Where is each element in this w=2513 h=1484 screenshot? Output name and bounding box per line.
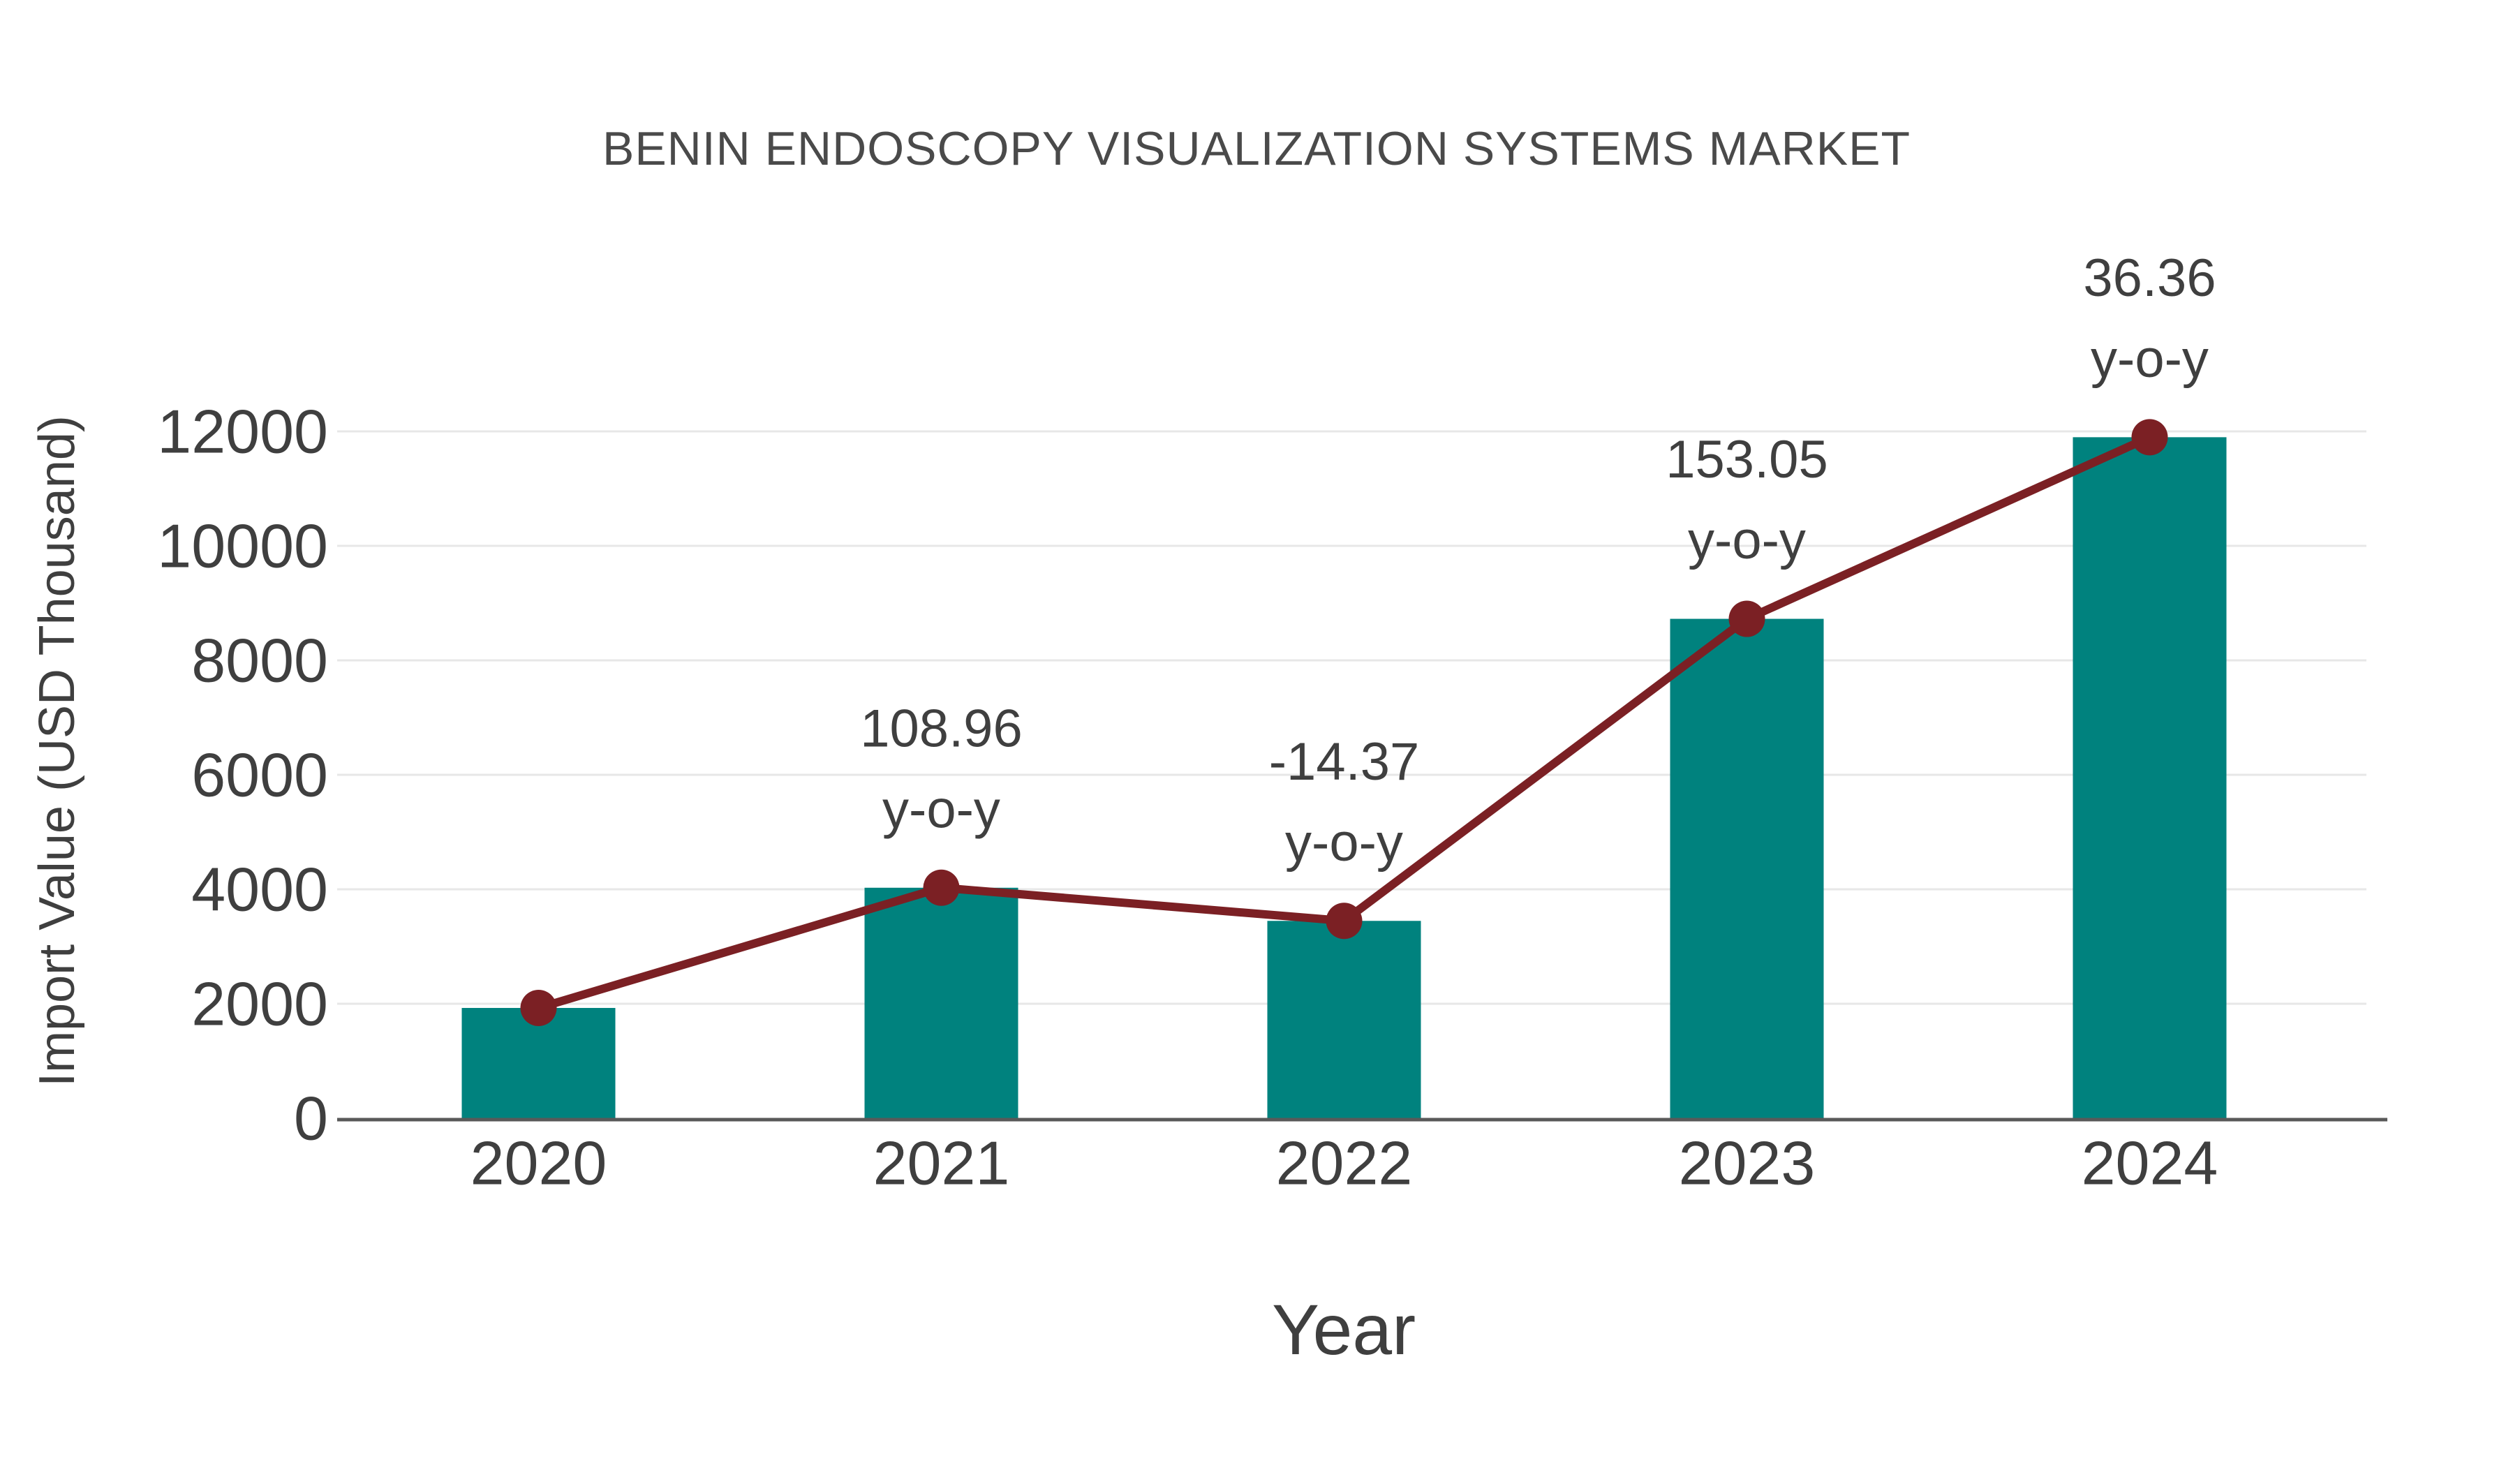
chart-canvas: BENIN ENDOSCOPY VISUALIZATION SYSTEMS MA…	[29, 122, 2387, 1370]
x-tick-label-2020: 2020	[470, 1129, 607, 1198]
bar-2024	[2073, 437, 2227, 1118]
annotation-value-2021: 108.96	[860, 699, 1022, 758]
annotation-suffix-2023: y-o-y	[1688, 511, 1806, 570]
bar-2021	[864, 887, 1018, 1118]
yoy-marker-2021	[923, 869, 960, 906]
yoy-marker-2023	[1728, 600, 1765, 637]
y-tick-label-2000: 2000	[191, 970, 328, 1039]
y-tick-label-6000: 6000	[191, 741, 328, 810]
y-tick-label-8000: 8000	[191, 626, 328, 695]
annotation-value-2024: 36.36	[2083, 248, 2216, 308]
y-tick-label-4000: 4000	[191, 855, 328, 924]
x-axis-title: Year	[1271, 1290, 1416, 1370]
y-tick-label-0: 0	[294, 1084, 328, 1153]
plot-area: 0 2000 4000 6000 8000 10000 12000 2020 2021 2022 2…	[157, 248, 2387, 1198]
annotation-value-2023: 153.05	[1666, 430, 1828, 489]
yoy-marker-2022	[1326, 903, 1363, 940]
bar-2020	[461, 1007, 616, 1118]
annotation-suffix-2022: y-o-y	[1285, 813, 1403, 873]
bar-2023	[1670, 618, 1824, 1118]
y-tick-label-10000: 10000	[157, 512, 328, 581]
x-tick-label-2024: 2024	[2082, 1129, 2218, 1198]
annotation-value-2022: -14.37	[1269, 732, 1420, 792]
y-tick-label-12000: 12000	[157, 397, 328, 466]
x-tick-label-2023: 2023	[1679, 1129, 1816, 1198]
yoy-marker-2020	[520, 989, 557, 1026]
x-tick-label-2021: 2021	[873, 1129, 1010, 1198]
chart-title: BENIN ENDOSCOPY VISUALIZATION SYSTEMS MA…	[602, 122, 1911, 175]
x-tick-label-2022: 2022	[1276, 1129, 1413, 1198]
yoy-marker-2024	[2131, 419, 2168, 456]
annotation-suffix-2024: y-o-y	[2091, 329, 2209, 389]
annotation-suffix-2021: y-o-y	[882, 780, 1000, 839]
bar-2022	[1267, 921, 1421, 1118]
